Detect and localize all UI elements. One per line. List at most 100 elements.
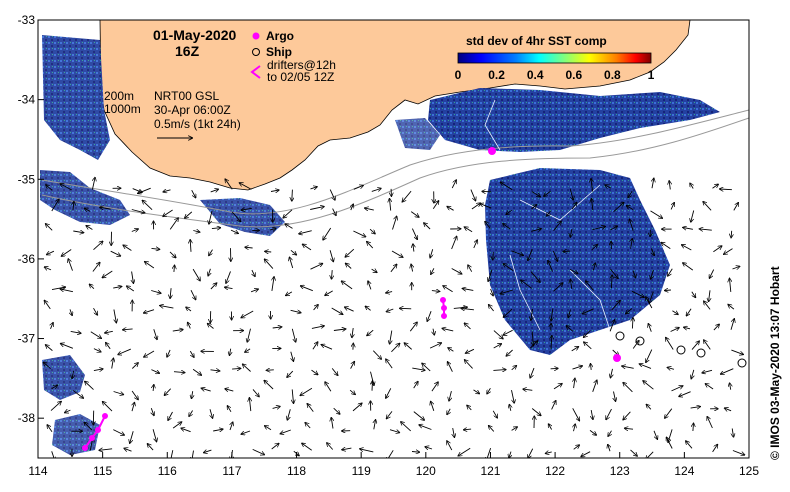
current-arrow bbox=[651, 248, 654, 255]
contour-200-label: 200m bbox=[104, 89, 134, 103]
current-arrow bbox=[72, 370, 74, 379]
current-arrow bbox=[427, 311, 432, 321]
current-arrow bbox=[93, 369, 103, 371]
current-arrow bbox=[265, 251, 272, 252]
current-arrow bbox=[252, 448, 265, 454]
current-arrow bbox=[628, 191, 633, 197]
current-arrow bbox=[209, 249, 213, 256]
current-arrow bbox=[670, 328, 679, 332]
current-arrow bbox=[401, 422, 412, 432]
current-arrow bbox=[131, 229, 138, 232]
current-arrow bbox=[46, 185, 53, 191]
current-arrow bbox=[252, 389, 259, 396]
current-arrow bbox=[127, 286, 135, 292]
current-arrow bbox=[123, 245, 132, 251]
current-arrow bbox=[553, 283, 563, 292]
current-arrow bbox=[473, 240, 477, 249]
current-arrow bbox=[272, 277, 274, 291]
current-arrow bbox=[225, 179, 233, 190]
current-arrow bbox=[210, 409, 213, 418]
current-arrow bbox=[105, 331, 113, 333]
current-arrow bbox=[731, 349, 743, 354]
current-arrow bbox=[307, 404, 314, 412]
current-arrow bbox=[342, 281, 353, 290]
current-arrow bbox=[44, 362, 51, 370]
current-arrow bbox=[151, 408, 154, 415]
colorbar-title: std dev of 4hr SST comp bbox=[466, 34, 607, 48]
current-arrow bbox=[332, 208, 336, 216]
current-arrow bbox=[50, 402, 61, 411]
current-arrow bbox=[230, 229, 238, 233]
current-arrow bbox=[447, 408, 450, 415]
current-arrow bbox=[386, 292, 393, 293]
current-arrow bbox=[387, 450, 394, 458]
current-arrow bbox=[210, 283, 217, 290]
current-arrow bbox=[720, 189, 732, 190]
current-arrow bbox=[568, 309, 570, 318]
current-arrow bbox=[443, 286, 453, 293]
current-arrow bbox=[548, 261, 554, 272]
current-arrow bbox=[713, 246, 721, 253]
current-arrow bbox=[100, 207, 111, 209]
product-time-label: 30-Apr 06:00Z bbox=[154, 103, 231, 117]
current-arrow bbox=[592, 199, 593, 211]
current-arrow bbox=[570, 280, 571, 289]
current-arrow bbox=[432, 201, 438, 209]
current-arrow bbox=[144, 350, 155, 357]
current-arrow bbox=[448, 348, 454, 351]
current-arrow bbox=[424, 223, 431, 230]
current-arrow bbox=[329, 250, 333, 261]
current-arrow bbox=[192, 368, 201, 375]
current-arrow bbox=[349, 389, 355, 394]
current-vectors bbox=[44, 178, 745, 458]
current-arrow bbox=[691, 341, 699, 350]
current-arrow bbox=[584, 330, 591, 337]
current-arrow bbox=[451, 268, 462, 274]
current-arrow bbox=[311, 369, 318, 374]
current-arrow bbox=[623, 411, 631, 420]
current-arrow bbox=[419, 425, 432, 430]
current-arrow bbox=[365, 208, 374, 210]
current-arrow bbox=[591, 364, 592, 370]
bathymetry-contours bbox=[41, 109, 749, 228]
current-arrow bbox=[405, 343, 412, 350]
current-arrow bbox=[447, 441, 453, 451]
current-arrow bbox=[667, 438, 673, 449]
current-arrow bbox=[366, 306, 371, 311]
x-tick-label: 118 bbox=[287, 464, 306, 478]
current-arrow bbox=[191, 189, 196, 197]
current-arrow bbox=[668, 368, 675, 370]
current-arrow bbox=[464, 429, 472, 430]
current-arrow bbox=[51, 385, 58, 388]
current-arrow bbox=[608, 430, 611, 436]
current-arrow bbox=[151, 248, 160, 249]
current-arrow bbox=[631, 239, 633, 249]
current-arrow bbox=[72, 389, 83, 398]
current-arrow bbox=[240, 183, 252, 190]
current-arrow bbox=[160, 306, 174, 309]
current-arrow bbox=[531, 408, 541, 416]
current-arrow bbox=[614, 391, 616, 402]
current-arrow bbox=[551, 308, 553, 320]
colorbar-tick-label: 0.2 bbox=[488, 68, 505, 82]
current-arrow bbox=[152, 429, 156, 441]
current-arrow bbox=[572, 408, 580, 420]
current-arrow bbox=[569, 269, 578, 273]
current-arrow bbox=[547, 210, 551, 216]
current-arrow bbox=[230, 422, 233, 431]
current-arrow bbox=[665, 290, 671, 291]
current-arrow bbox=[242, 208, 252, 210]
current-arrow bbox=[310, 264, 323, 270]
current-arrow bbox=[611, 301, 620, 311]
current-arrow bbox=[492, 410, 497, 418]
current-arrow bbox=[682, 245, 692, 251]
current-arrow bbox=[623, 383, 633, 393]
current-arrow bbox=[721, 368, 734, 374]
current-arrow bbox=[706, 384, 714, 390]
current-arrow bbox=[232, 368, 240, 369]
current-arrow bbox=[693, 424, 694, 432]
current-arrow bbox=[300, 387, 313, 395]
current-arrow bbox=[574, 379, 575, 389]
colorbar: std dev of 4hr SST comp 0 0.2 0.4 0.6 0.8 1 bbox=[455, 34, 655, 82]
current-arrow bbox=[646, 297, 653, 309]
